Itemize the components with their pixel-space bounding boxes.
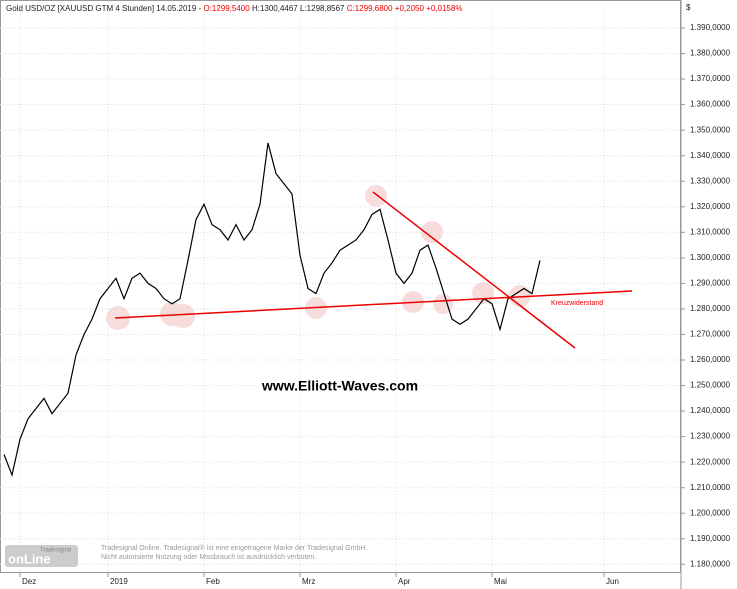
y-tick-label: 1.300,0000	[690, 253, 731, 262]
resistance-trendline	[372, 191, 576, 349]
y-tick-label: 1.260,0000	[690, 355, 731, 364]
support-trendline	[114, 290, 633, 319]
x-tick-label: Jun	[606, 577, 619, 586]
x-tick-label: Apr	[398, 577, 411, 586]
y-tick-label: 1.270,0000	[690, 330, 731, 339]
ohlc-low: L:1298,8567	[300, 4, 345, 13]
x-tick-label: Dez	[22, 577, 36, 586]
chart-header: Gold USD/OZ [XAUUSD GTM 4 Stunden] 14.05…	[6, 4, 462, 13]
y-tick-label: 1.250,0000	[690, 381, 731, 390]
y-tick-label: 1.340,0000	[690, 151, 731, 160]
y-tick-label: 1.330,0000	[690, 176, 731, 185]
y-tick-label: 1.390,0000	[690, 23, 731, 32]
y-tick-label: 1.280,0000	[690, 304, 731, 313]
x-tick-label: 2019	[110, 577, 128, 586]
y-tick-label: 1.210,0000	[690, 483, 731, 492]
y-tick-label: 1.180,0000	[690, 559, 731, 568]
y-tick-label: 1.360,0000	[690, 100, 731, 109]
y-tick-label: 1.310,0000	[690, 227, 731, 236]
logo-brand: Tradesignal	[40, 548, 71, 554]
footer-line: Nicht autorisierte Nutzung oder Missbrau…	[101, 554, 316, 561]
x-tick-label: Feb	[206, 577, 220, 586]
logo-name: onLine	[8, 551, 51, 566]
ohlc-open: O:1299,5400	[203, 4, 250, 13]
currency: $	[686, 3, 691, 12]
y-tick-label: 1.370,0000	[690, 74, 731, 83]
y-tick-label: 1.200,0000	[690, 508, 731, 517]
logo-bg	[5, 545, 78, 567]
ohlc-change-pct: +0,0158%	[426, 4, 462, 13]
plot-frame	[0, 0, 681, 573]
chart-title: Gold USD/OZ [XAUUSD GTM 4 Stunden] 14.05…	[6, 4, 202, 13]
y-tick-label: 1.350,0000	[690, 125, 731, 134]
y-tick-label: 1.220,0000	[690, 457, 731, 466]
annotation: Kreuzwiderstand	[551, 300, 603, 307]
y-tick-label: 1.380,0000	[690, 49, 731, 58]
price-line	[3, 142, 541, 477]
ohlc-close: C:1299,6800	[347, 4, 393, 13]
x-tick-label: Mai	[494, 577, 507, 586]
footer-line: Tradesignal Online. Tradesignal® ist ein…	[101, 544, 367, 552]
y-tick-label: 1.190,0000	[690, 534, 731, 543]
ohlc-high: H:1300,4467	[252, 4, 298, 13]
y-tick-label: 1.230,0000	[690, 432, 731, 441]
y-tick-label: 1.290,0000	[690, 279, 731, 288]
x-tick-label: Mrz	[302, 577, 315, 586]
y-tick-label: 1.320,0000	[690, 202, 731, 211]
y-tick-label: 1.240,0000	[690, 406, 731, 415]
ohlc-change: +0,2050	[395, 4, 425, 13]
watermark: www.Elliott-Waves.com	[261, 378, 418, 394]
